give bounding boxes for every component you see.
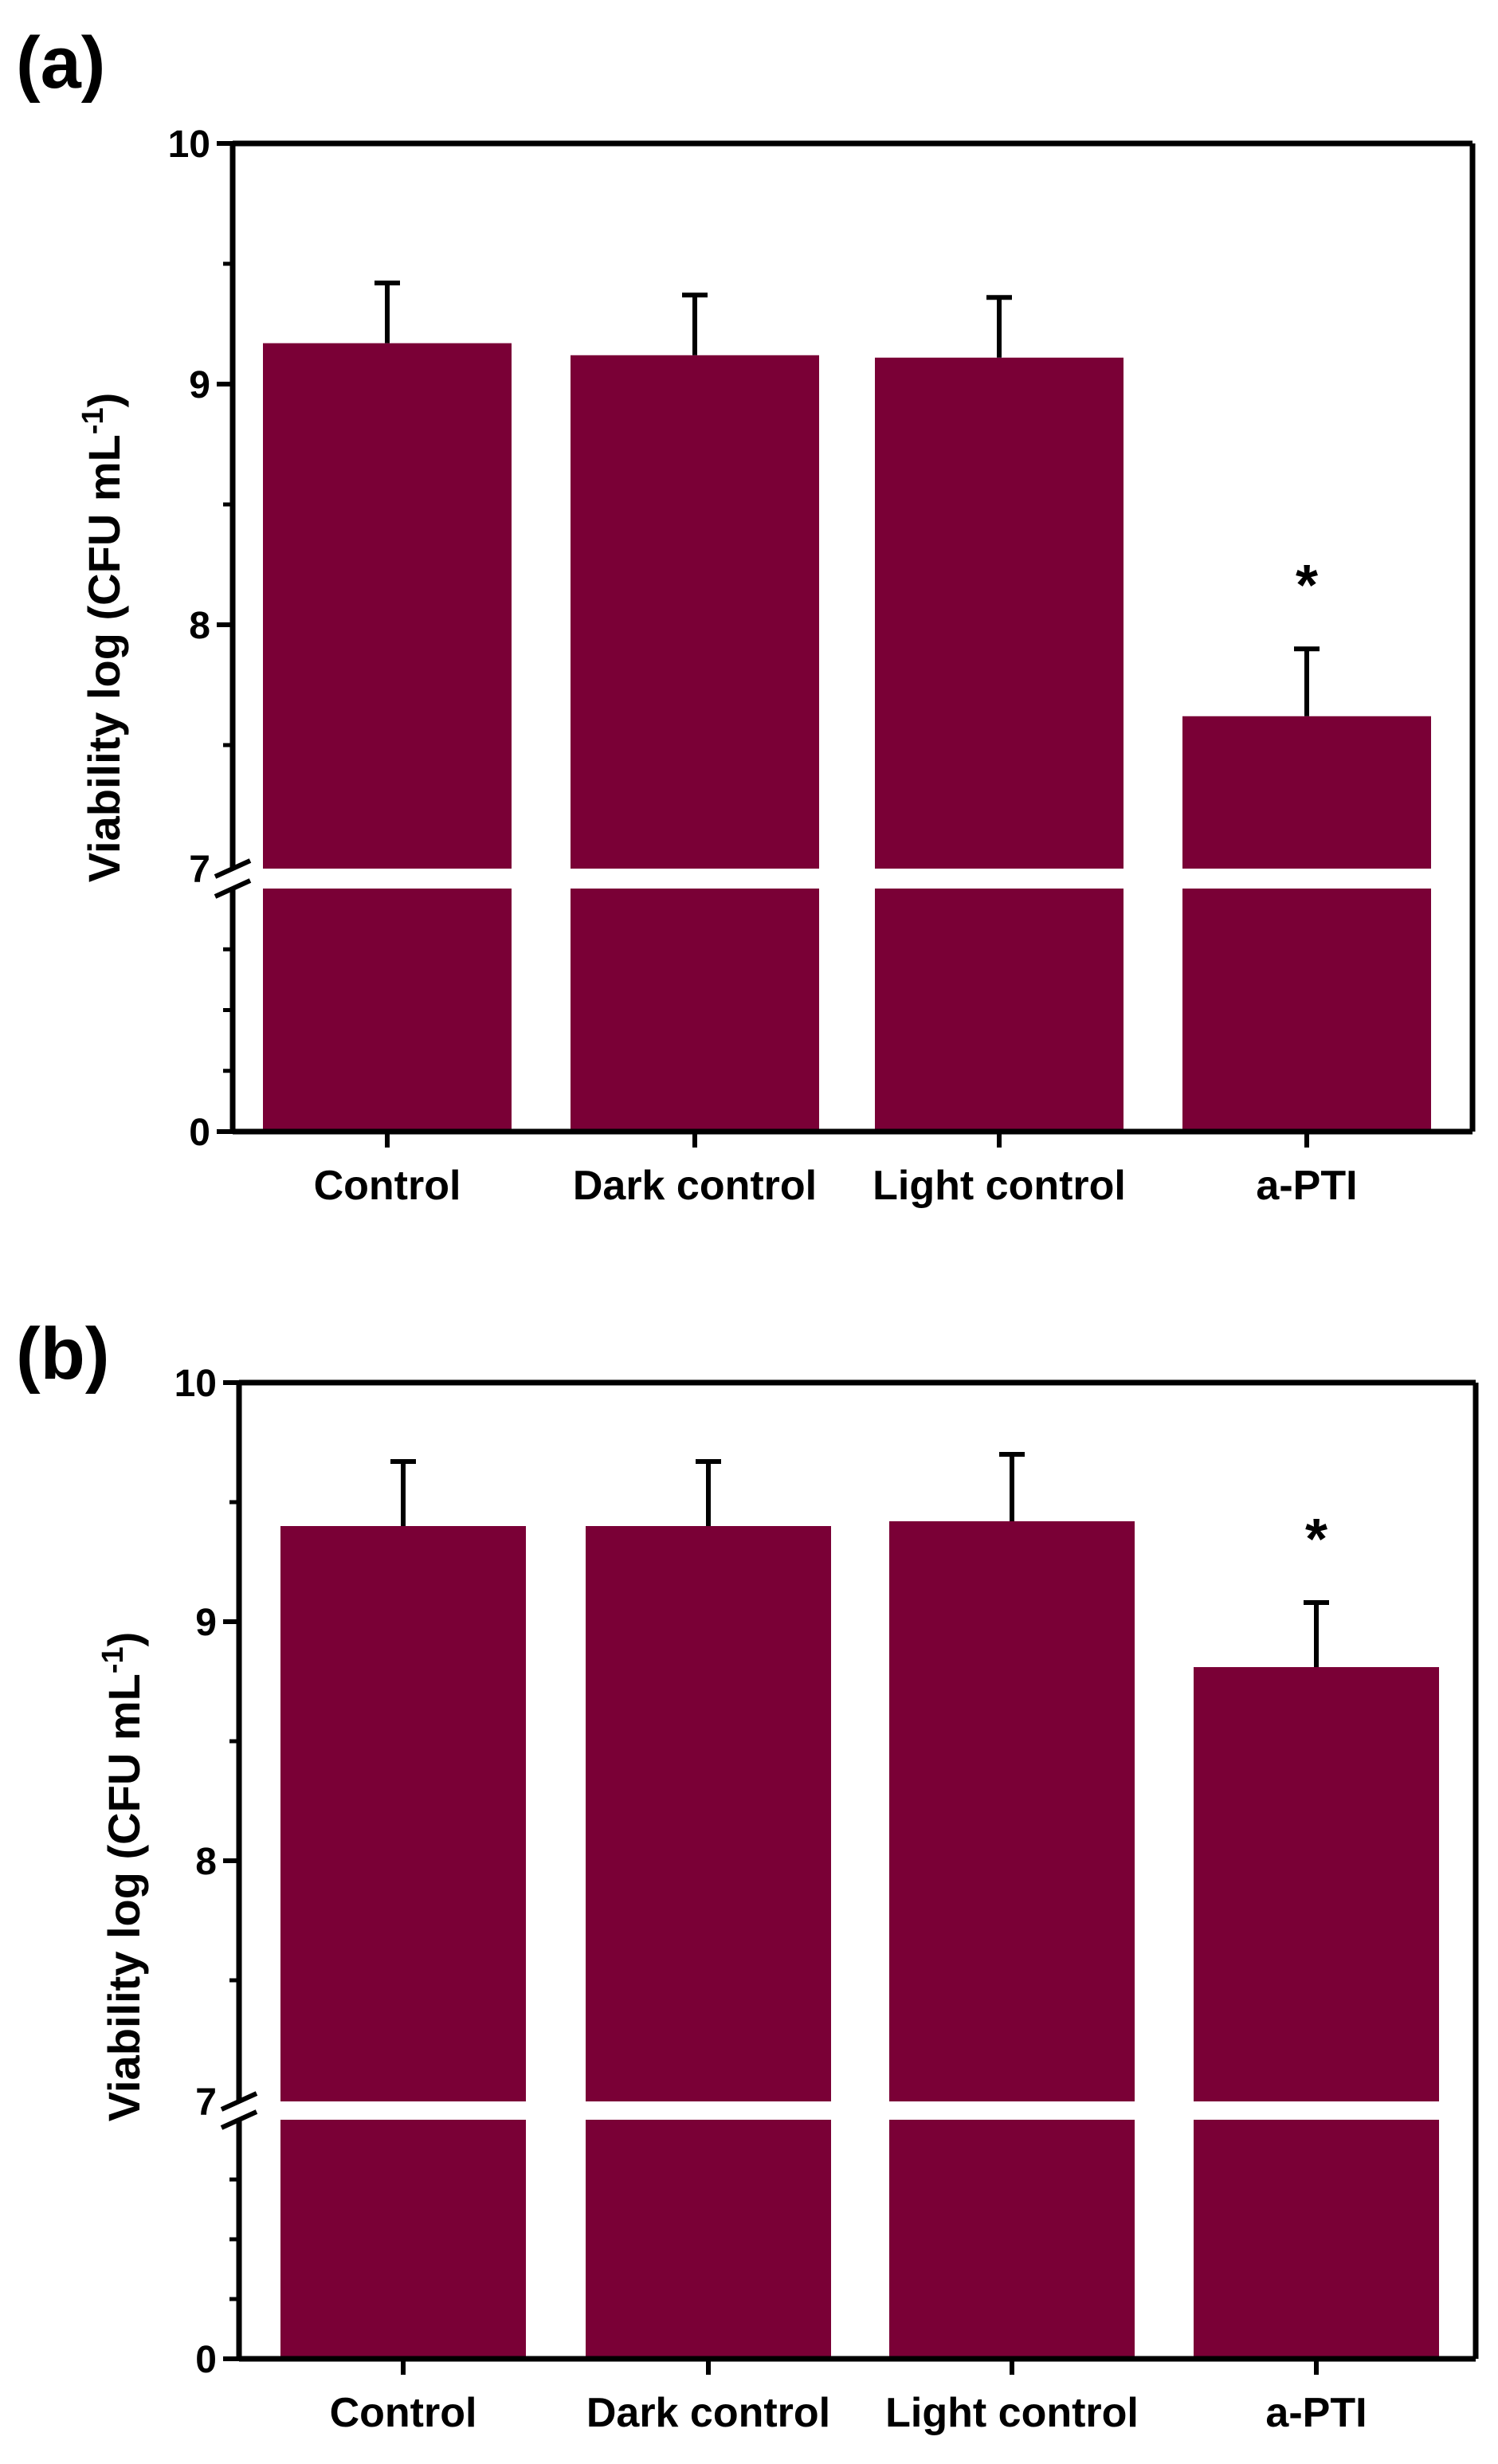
y-tick-label-2: 8: [189, 605, 210, 647]
bar-upper-2: [875, 357, 1124, 869]
y-tick-label-3: 9: [189, 364, 210, 406]
bar-lower-0: [263, 889, 512, 1132]
bar-lower-0: [280, 2120, 526, 2359]
panel-label: (b): [16, 1313, 109, 1395]
y-tick-label-3: 9: [195, 1602, 217, 1644]
chart-panel-a: (a) Control Dark control Light control * a-PT…: [16, 22, 1476, 1209]
bar-lower-3: [1194, 2120, 1439, 2359]
axis-break-gap: [235, 869, 1470, 889]
bar-lower-2: [875, 889, 1124, 1132]
bar-lower-3: [1182, 889, 1431, 1132]
bar-upper-0: [280, 1526, 526, 2101]
bar-upper-1: [571, 355, 819, 869]
bar-upper-0: [263, 343, 512, 869]
axis-break-mark-lower: [220, 2109, 258, 2130]
x-tick-label-2: Light control: [885, 2390, 1139, 2436]
x-tick-label-2: Light control: [873, 1163, 1126, 1209]
x-tick-label-3: a-PTI: [1265, 2390, 1367, 2436]
x-tick-label-0: Control: [330, 2390, 477, 2436]
y-tick-label-2: 8: [195, 1841, 217, 1883]
bar-upper-1: [586, 1526, 831, 2101]
bar-lower-2: [889, 2120, 1135, 2359]
bar-lower-1: [571, 889, 819, 1132]
y-tick-label-0: 0: [189, 1112, 210, 1154]
x-tick-label-1: Dark control: [573, 1163, 817, 1209]
panel-label: (a): [16, 22, 105, 104]
bar-upper-2: [889, 1521, 1135, 2101]
y-tick-label-0: 0: [195, 2339, 217, 2381]
bar-upper-3: [1182, 716, 1431, 869]
axis-break-mark-upper: [220, 2091, 258, 2112]
x-tick-label-1: Dark control: [586, 2390, 830, 2436]
y-tick-label-1: 7: [189, 849, 210, 891]
bar-upper-3: [1194, 1667, 1439, 2101]
axis-break-gap: [241, 2101, 1473, 2120]
chart-panel-b: (b) Control Dark control Light control * a-PT…: [16, 1313, 1479, 2436]
y-tick-label-4: 10: [168, 124, 210, 166]
axis-break-mark-upper: [214, 858, 252, 879]
x-tick-label-0: Control: [314, 1163, 461, 1209]
axis-break-mark-lower: [214, 878, 252, 899]
y-axis-label: Viability log (CFU mL-1): [96, 1632, 149, 2122]
y-tick-label-4: 10: [175, 1363, 217, 1405]
y-tick-label-1: 7: [195, 2081, 217, 2124]
significance-marker-3: *: [1305, 1508, 1327, 1571]
y-axis-label: Viability log (CFU mL-1): [76, 393, 129, 883]
bar-lower-1: [586, 2120, 831, 2359]
significance-marker-3: *: [1296, 554, 1318, 618]
x-tick-label-3: a-PTI: [1256, 1163, 1357, 1209]
